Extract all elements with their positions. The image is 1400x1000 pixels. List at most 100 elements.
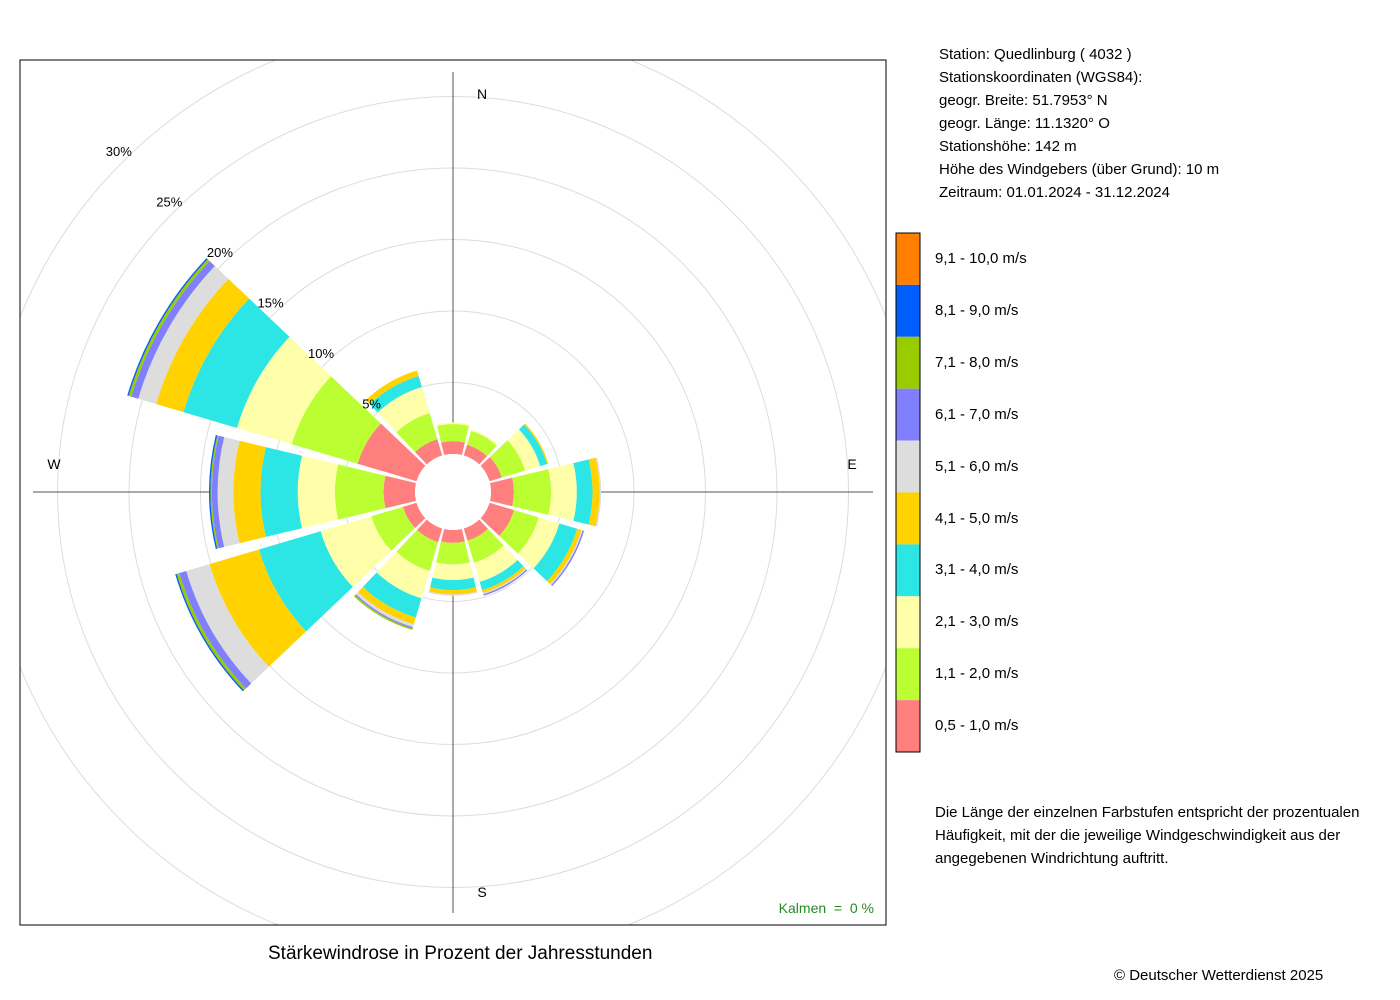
note-line: angegebenen Windrichtung auftritt.	[935, 850, 1169, 867]
wedge-segment	[428, 591, 478, 596]
legend-swatch	[896, 700, 920, 752]
radial-tick-label: 15%	[257, 296, 283, 311]
wedge-segment	[209, 435, 218, 549]
wedge-segment	[480, 502, 515, 536]
legend-label: 9,1 - 10,0 m/s	[935, 249, 1027, 267]
west-label: W	[47, 456, 61, 472]
wedge-segment	[467, 430, 497, 457]
wedge-segment	[365, 370, 419, 405]
wedge-segment	[482, 566, 526, 593]
note-line: Häufigkeit, mit der die jeweilige Windge…	[935, 827, 1341, 844]
legend-label: 3,1 - 4,0 m/s	[935, 561, 1019, 579]
wedge-segment	[291, 376, 381, 464]
legend-swatch	[896, 440, 920, 493]
chart-title: Stärkewindrose in Prozent der Jahresstun…	[268, 943, 653, 964]
legend-label: 2,1 - 3,0 m/s	[935, 613, 1019, 631]
plot-frame	[19, 59, 887, 926]
wedge-segment	[548, 463, 577, 521]
north-label: N	[477, 86, 487, 102]
wedge-segment	[471, 429, 498, 446]
legend-label: 7,1 - 8,0 m/s	[935, 353, 1019, 371]
station-longitude: geogr. Länge: 11.1320° O	[939, 115, 1110, 132]
wedge-segment	[595, 457, 602, 527]
station-coordinates-heading: Stationskoordinaten (WGS84):	[939, 69, 1143, 86]
legend-swatch	[896, 492, 920, 545]
wedge-segment	[357, 586, 416, 625]
wedge-segment	[517, 517, 560, 569]
legend-swatch	[896, 544, 920, 597]
wedge-segment	[473, 545, 518, 582]
wedge-segment	[233, 440, 266, 544]
wedge-segment	[441, 441, 465, 456]
wedge-segment	[499, 510, 539, 554]
wedge-segment	[489, 477, 514, 507]
wedge-segment	[524, 423, 549, 465]
wedge-segment	[236, 336, 332, 445]
legend-swatch	[896, 648, 920, 701]
wedge-segment	[371, 506, 416, 551]
legend-swatch	[896, 233, 920, 285]
calms-label: Kalmen = 0 %	[779, 900, 874, 916]
wedge-segment	[179, 571, 252, 689]
wedge-segment	[573, 459, 593, 525]
legend-label: 5,1 - 6,0 m/s	[935, 457, 1019, 475]
wedge-segment	[357, 423, 426, 482]
time-period: Zeitraum: 01.01.2024 - 31.12.2024	[939, 184, 1170, 201]
wedge-segment	[533, 523, 578, 582]
center-hub	[415, 454, 491, 530]
south-label: S	[477, 884, 486, 900]
wedge-segment	[355, 592, 414, 628]
wedge-segment	[436, 422, 470, 426]
wedge-segment	[217, 437, 240, 547]
wedge-segment	[432, 562, 474, 581]
legend-swatch	[896, 388, 920, 441]
wedge-segment	[131, 261, 215, 399]
wedge-segment	[441, 528, 465, 543]
wedge-segment	[463, 444, 488, 465]
wedge-segment	[518, 424, 548, 467]
legend-swatch	[896, 336, 920, 389]
wedge-segment	[483, 569, 528, 596]
legend-frame	[895, 232, 921, 753]
copyright: © Deutscher Wetterdienst 2025	[1114, 967, 1324, 984]
wedge-segment	[209, 549, 307, 667]
wedge-segment	[211, 435, 225, 549]
anemometer-height: Höhe des Windgebers (über Grund): 10 m	[939, 161, 1220, 178]
legend-label: 6,1 - 7,0 m/s	[935, 405, 1019, 423]
wedge-segment	[429, 587, 477, 595]
wedge-segment	[183, 298, 290, 428]
legend-swatch	[896, 596, 920, 649]
wedge-segment	[437, 423, 469, 443]
wedge-segment	[362, 572, 422, 618]
wedge-segment	[260, 447, 303, 537]
wedge-segment	[138, 266, 229, 405]
wedge-segment	[479, 560, 524, 591]
wedge-segment	[512, 469, 552, 515]
radial-tick-label: 30%	[106, 144, 132, 159]
wedge-segment	[417, 519, 443, 543]
legend-swatch	[896, 284, 920, 337]
wedge-segment	[402, 502, 426, 528]
wedge-segment	[377, 387, 430, 433]
wedge-segment	[320, 516, 392, 588]
legend-label: 8,1 - 9,0 m/s	[935, 301, 1019, 319]
wedge-segment	[376, 551, 430, 599]
wedge-segment	[396, 529, 439, 571]
legend-label: 1,1 - 2,0 m/s	[935, 665, 1019, 683]
wedge-segment	[258, 531, 353, 632]
legend-label: 0,5 - 1,0 m/s	[935, 717, 1019, 734]
wedge-segment	[334, 464, 386, 520]
wedge-segment	[588, 457, 600, 527]
radial-tick-label: 25%	[156, 194, 182, 209]
east-label: E	[847, 456, 856, 472]
wedge-segment	[396, 413, 438, 452]
wedge-segment	[415, 439, 443, 465]
wedge-segment	[210, 435, 219, 549]
wedge-segment	[436, 541, 470, 565]
wedge-segment	[463, 519, 489, 541]
note-line: Die Länge der einzelnen Farbstufen entsp…	[935, 804, 1360, 821]
legend-label: 4,1 - 5,0 m/s	[935, 509, 1019, 527]
wedge-segment	[156, 278, 250, 413]
radial-tick-label: 20%	[207, 245, 233, 260]
